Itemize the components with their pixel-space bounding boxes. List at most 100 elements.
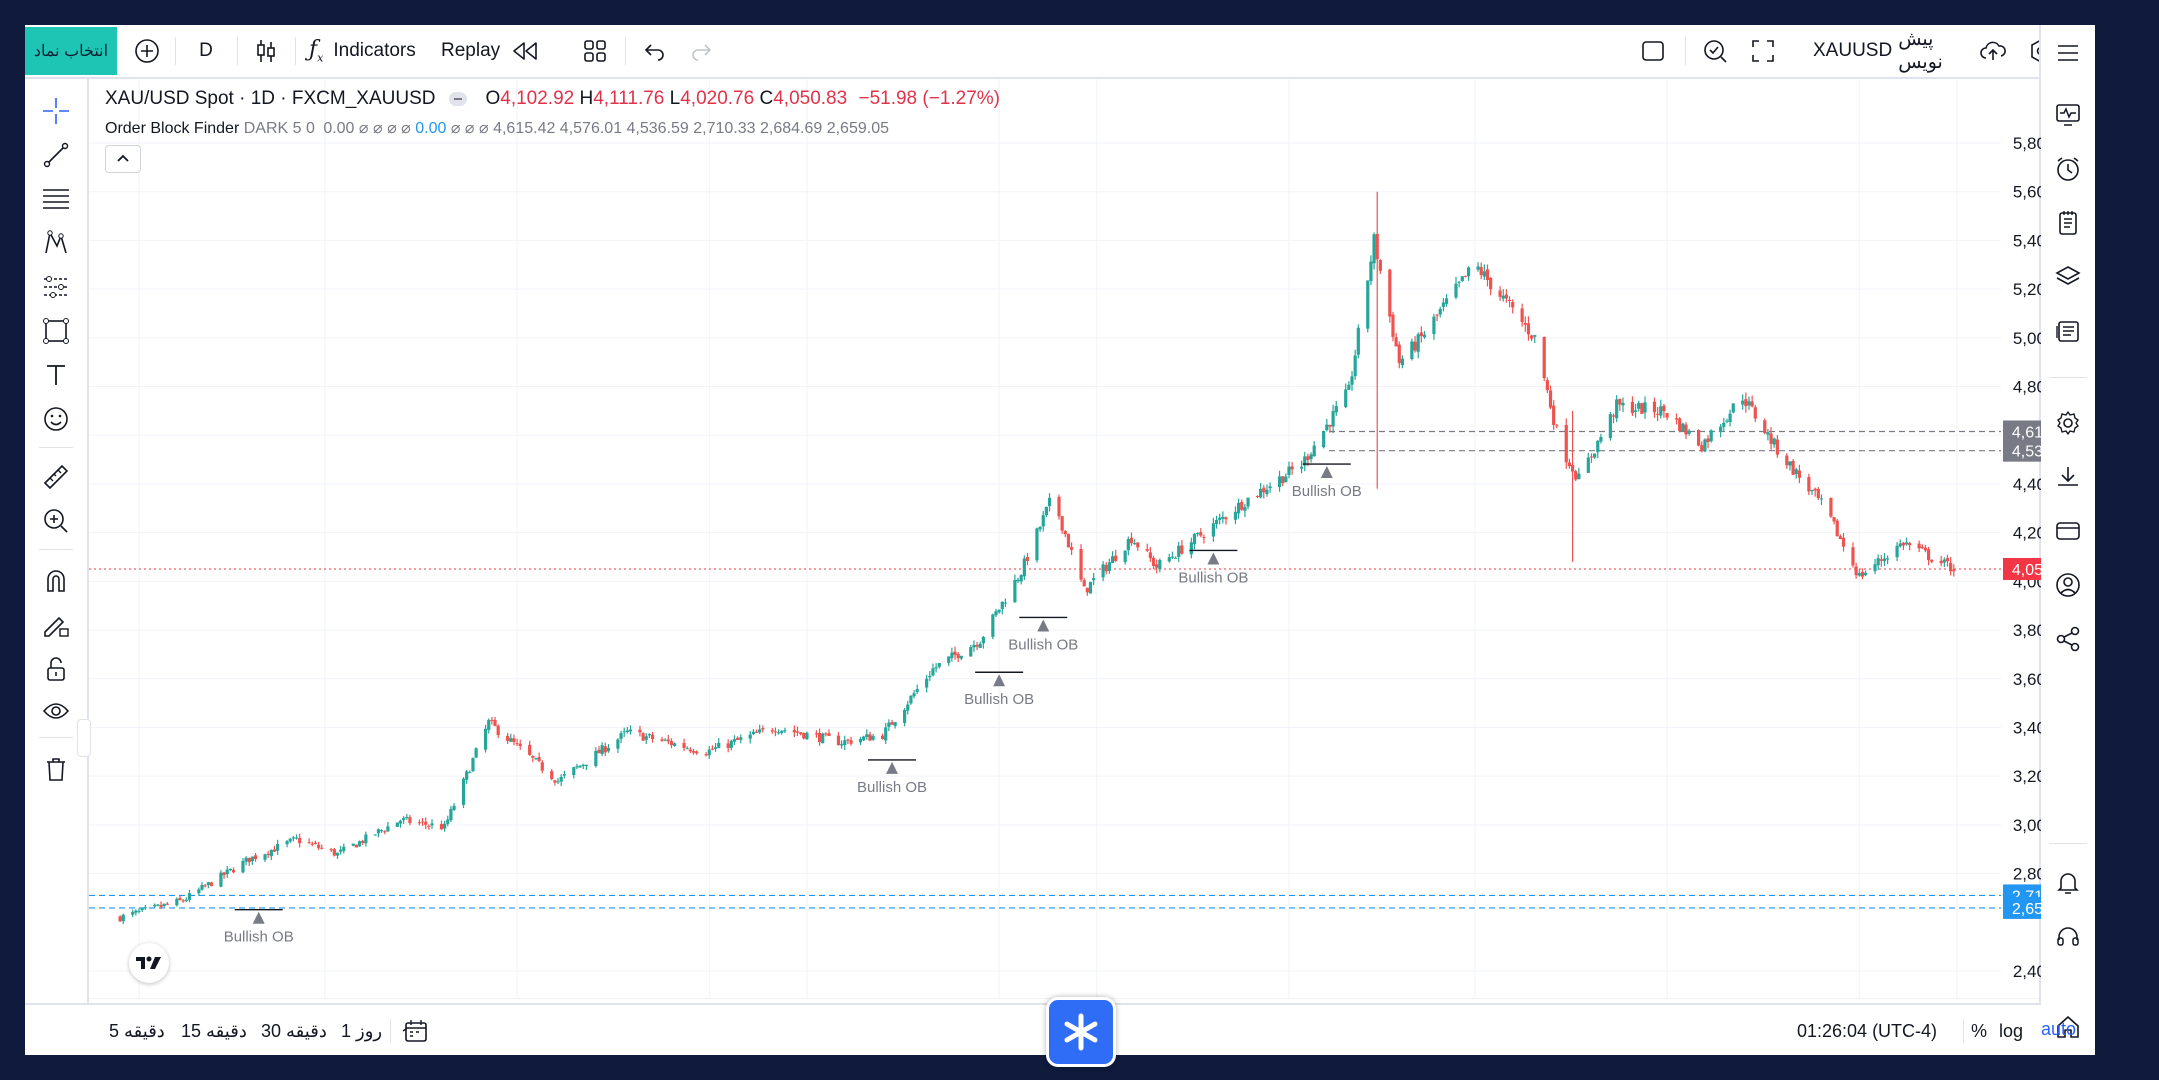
symbol-legend[interactable]: XAU/USD Spot · 1D · FXCM_XAUUSD O4,102.92… bbox=[105, 88, 1001, 109]
zoom-in-tool[interactable] bbox=[38, 503, 74, 539]
text-tool[interactable] bbox=[38, 357, 74, 393]
y-tick-label: 4,200.00 bbox=[2013, 524, 2041, 543]
measure-tool[interactable] bbox=[38, 459, 74, 495]
bullish-ob-marker: Bullish OB bbox=[1292, 463, 1362, 500]
candle-body bbox=[134, 910, 138, 913]
layers-button[interactable] bbox=[2050, 259, 2086, 295]
candle-body bbox=[1841, 537, 1846, 547]
watchlist-button[interactable] bbox=[2050, 97, 2086, 133]
crosshair-tool[interactable] bbox=[38, 93, 74, 129]
quick-search-button[interactable] bbox=[1695, 25, 1735, 77]
change-value: −51.98 (−1.27%) bbox=[858, 88, 1001, 109]
unlock-icon bbox=[47, 657, 65, 681]
assistant-fab[interactable] bbox=[1046, 997, 1116, 1067]
candle-body bbox=[1766, 432, 1770, 435]
candle-body bbox=[175, 898, 179, 906]
price-chart[interactable]: Bullish OB Bullish OB Bullish OB Bullish OB… bbox=[89, 79, 2041, 999]
emoji-tool[interactable] bbox=[38, 401, 74, 437]
clock[interactable]: 01:26:04 (UTC-4) bbox=[1797, 1020, 1938, 1041]
notifications-button[interactable] bbox=[2050, 865, 2086, 901]
timeframe-5m[interactable]: 5 دقیقه bbox=[109, 1020, 165, 1041]
candle-body bbox=[386, 826, 390, 832]
share-button[interactable] bbox=[2050, 621, 2086, 657]
tradingview-logo[interactable] bbox=[129, 943, 169, 983]
collapse-indicators-button[interactable] bbox=[105, 145, 141, 173]
close-value: 4,050.83 bbox=[773, 88, 848, 109]
candle-body bbox=[490, 719, 494, 721]
pattern-tool[interactable] bbox=[38, 225, 74, 261]
y-tick-label: 2,800.00 bbox=[2013, 865, 2041, 884]
candle-body bbox=[868, 734, 872, 741]
candle-body bbox=[550, 771, 554, 780]
download-button[interactable] bbox=[2050, 459, 2086, 495]
fullscreen-toggle[interactable] bbox=[1633, 25, 1673, 77]
stay-drawing-tool[interactable] bbox=[38, 607, 74, 643]
candle-body bbox=[691, 750, 696, 753]
chart-type-button[interactable] bbox=[247, 25, 285, 77]
percent-toggle[interactable]: % bbox=[1971, 1020, 1988, 1041]
alarm-clock-icon bbox=[2057, 157, 2079, 181]
log-toggle[interactable]: log bbox=[1999, 1020, 2024, 1041]
layout-button[interactable] bbox=[575, 25, 615, 77]
candle-body bbox=[1189, 542, 1193, 555]
alerts-button[interactable] bbox=[2050, 151, 2086, 187]
candle-body bbox=[783, 730, 787, 732]
indicator-legend[interactable]: Order Block Finder DARK 5 0 0.00 ⌀ ⌀ ⌀ ⌀… bbox=[105, 120, 889, 137]
candle-body bbox=[1567, 462, 1572, 467]
candle-body bbox=[1419, 332, 1423, 337]
candle-body bbox=[1170, 556, 1175, 558]
replay-button[interactable]: Replay bbox=[441, 25, 561, 77]
candle-body bbox=[1173, 557, 1178, 559]
collapse-legend-icon[interactable] bbox=[449, 91, 468, 106]
candle-body bbox=[1003, 602, 1008, 604]
prediction-tool[interactable] bbox=[38, 269, 74, 305]
candle-body bbox=[1526, 323, 1531, 335]
candle-body bbox=[339, 849, 343, 852]
menu-button[interactable] bbox=[2050, 35, 2086, 71]
trend-line-tool[interactable] bbox=[38, 137, 74, 173]
candle-body bbox=[1290, 466, 1294, 470]
notes-button[interactable] bbox=[2050, 205, 2086, 241]
auto-scale-toggle[interactable]: auto bbox=[2041, 1018, 2077, 1039]
candle-body bbox=[1224, 517, 1228, 520]
profile-button[interactable] bbox=[2050, 567, 2086, 603]
price-level-badge: 4,615.42 bbox=[2003, 420, 2041, 443]
support-button[interactable] bbox=[2050, 919, 2086, 955]
undo-button[interactable] bbox=[635, 25, 675, 77]
indicators-button[interactable]: ƒx Indicators bbox=[309, 37, 416, 65]
expand-button[interactable] bbox=[1743, 25, 1783, 77]
candle-body bbox=[644, 736, 648, 740]
candle-body bbox=[200, 885, 204, 890]
candle-body bbox=[1016, 579, 1020, 582]
timeframe-15m[interactable]: 15 دقیقه bbox=[181, 1020, 247, 1041]
save-layout-button[interactable]: XAUUSD پیش نویس bbox=[1813, 29, 1943, 73]
add-symbol-button[interactable] bbox=[129, 25, 165, 77]
candle-body bbox=[1375, 233, 1379, 260]
collapse-toolbar-handle[interactable] bbox=[77, 719, 91, 757]
candle-body bbox=[1196, 533, 1200, 535]
remove-drawings-tool[interactable] bbox=[38, 751, 74, 787]
timeframe-1d[interactable]: 1 روز bbox=[341, 1020, 383, 1041]
candle-body bbox=[865, 734, 869, 738]
chart-settings-button[interactable] bbox=[2050, 405, 2086, 441]
candle-body bbox=[695, 751, 699, 754]
candle-body bbox=[1057, 496, 1061, 517]
candle-body bbox=[241, 860, 245, 873]
hide-drawings-tool[interactable] bbox=[38, 693, 74, 729]
candle-body bbox=[461, 778, 466, 805]
go-to-date-button[interactable] bbox=[401, 1005, 429, 1055]
geometry-tool[interactable] bbox=[38, 313, 74, 349]
symbol-search-button[interactable]: انتخاب نماد bbox=[25, 27, 117, 75]
interval-button[interactable]: D bbox=[199, 40, 213, 61]
news-button[interactable] bbox=[2050, 313, 2086, 349]
timeframe-30m[interactable]: 30 دقیقه bbox=[261, 1020, 327, 1041]
lock-drawings-tool[interactable] bbox=[38, 651, 74, 687]
magnet-tool[interactable] bbox=[38, 563, 74, 599]
home-button[interactable] bbox=[2050, 1009, 2086, 1045]
fib-tool[interactable] bbox=[38, 181, 74, 217]
trading-panel-button[interactable] bbox=[2050, 513, 2086, 549]
redo-button[interactable] bbox=[681, 25, 721, 77]
candle-body bbox=[553, 780, 557, 783]
cloud-save-button[interactable] bbox=[1975, 25, 2011, 77]
candle-body bbox=[1772, 438, 1776, 445]
